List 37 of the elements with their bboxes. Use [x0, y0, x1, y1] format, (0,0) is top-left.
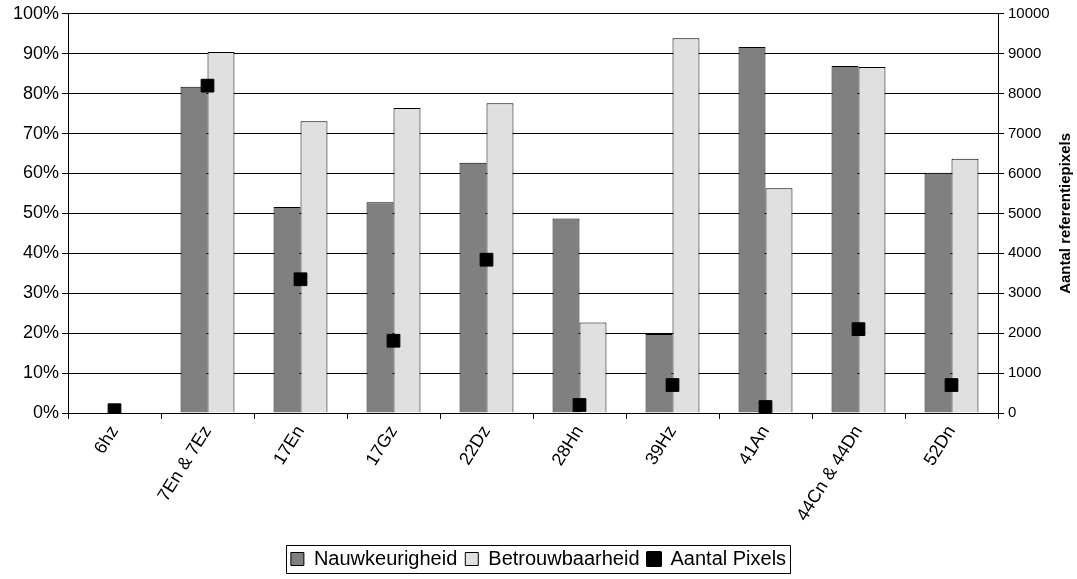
- point: [386, 333, 401, 348]
- point: [572, 398, 587, 412]
- point: [479, 252, 494, 267]
- y2-tick-label: 5000: [1008, 203, 1042, 221]
- point: [665, 378, 680, 392]
- y-tick-label: 70%: [22, 122, 59, 143]
- y2-tick-label: 1000: [1008, 363, 1042, 381]
- y-tick-label: 90%: [22, 42, 59, 63]
- legend-label: Nauwkeurigheid: [313, 546, 458, 569]
- y2-tick-label: 3000: [1008, 283, 1042, 301]
- y-tick-label: 0%: [32, 401, 59, 422]
- legend-label: Betrouwbaarheid: [488, 546, 640, 569]
- x-tick-label: 6hz: [89, 421, 123, 458]
- point: [944, 378, 959, 392]
- y2-tick-label: 6000: [1008, 163, 1042, 181]
- y-tick-label: 50%: [22, 202, 59, 223]
- y2-tick-label: 2000: [1008, 323, 1042, 341]
- y2-tick-label: 4000: [1008, 243, 1042, 261]
- y-tick-label: 40%: [22, 242, 59, 263]
- y-tick-label: 80%: [22, 82, 59, 103]
- point: [758, 400, 773, 413]
- point: [851, 322, 866, 337]
- legend-label: Aantal Pixels: [670, 546, 787, 569]
- y2-tick-label: 9000: [1008, 43, 1042, 61]
- y2-tick-label: 10000: [1008, 3, 1050, 21]
- point: [200, 78, 215, 93]
- y2-axis-title: Aantal referentiepixels: [1056, 132, 1074, 294]
- y-tick-label: 30%: [22, 282, 59, 303]
- x-tick-label: 7En & 7Ez: [153, 421, 216, 505]
- y-tick-label: 10%: [22, 362, 59, 383]
- y-tick-label: 60%: [22, 162, 59, 183]
- y-tick-label: 100%: [12, 2, 59, 23]
- y-tick-label: 20%: [22, 322, 59, 343]
- point: [293, 272, 308, 287]
- y2-tick-label: 0: [1008, 403, 1017, 421]
- y2-tick-label: 8000: [1008, 83, 1042, 101]
- y2-tick-label: 7000: [1008, 123, 1042, 141]
